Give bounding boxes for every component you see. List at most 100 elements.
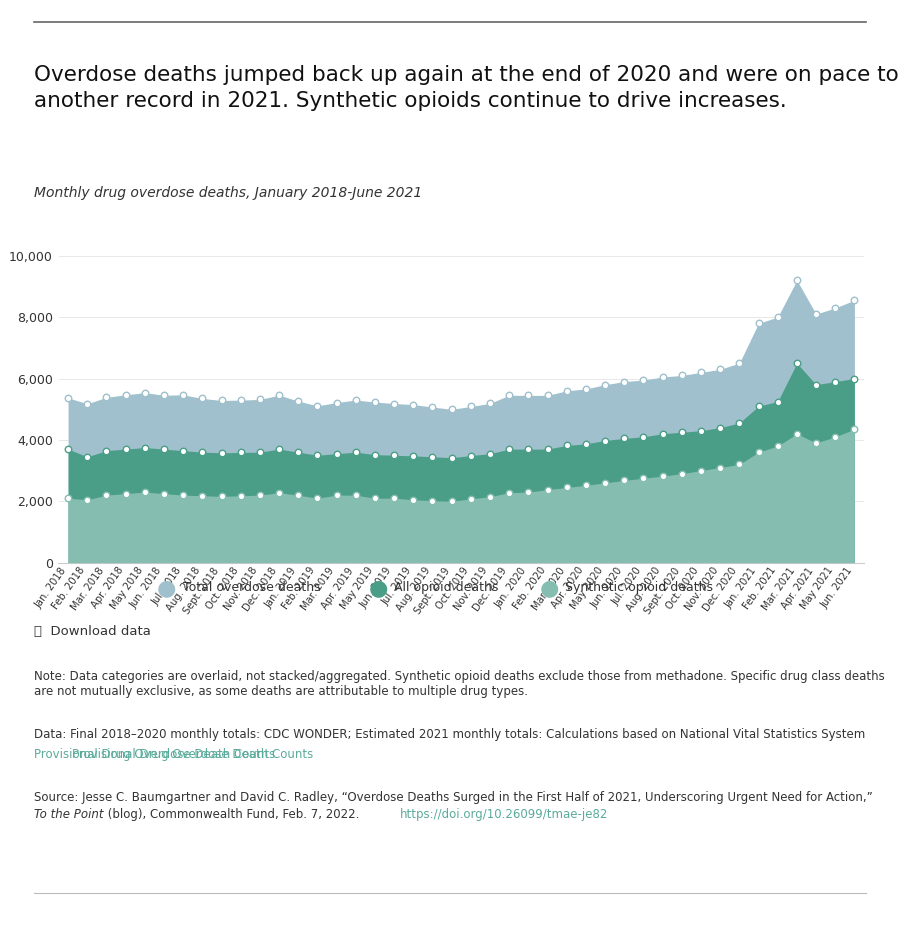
Point — [502, 442, 517, 457]
Point — [789, 272, 804, 287]
Point — [828, 430, 842, 445]
Point — [482, 446, 497, 461]
Point — [789, 355, 804, 370]
Point — [809, 435, 824, 450]
Point — [521, 442, 535, 457]
Point — [272, 485, 286, 500]
Point — [752, 445, 766, 459]
Point — [368, 447, 382, 462]
Point — [291, 445, 305, 459]
Point — [329, 487, 344, 502]
Point — [770, 439, 785, 454]
Point — [809, 307, 824, 322]
Point — [847, 421, 861, 436]
Point — [348, 487, 363, 502]
Point — [521, 388, 535, 403]
Point — [368, 491, 382, 506]
Text: Synthetic opioid deaths: Synthetic opioid deaths — [565, 581, 713, 594]
Point — [406, 492, 420, 507]
Point — [272, 442, 286, 457]
Point — [214, 489, 229, 504]
Point — [445, 450, 459, 465]
Point — [157, 486, 171, 501]
Point — [560, 383, 574, 398]
Point — [579, 478, 593, 493]
Point — [176, 388, 191, 403]
Point — [406, 448, 420, 463]
Point — [195, 445, 210, 459]
Point — [253, 487, 267, 502]
Point — [348, 392, 363, 407]
Point — [233, 488, 248, 503]
Point — [560, 480, 574, 495]
Point — [694, 423, 708, 438]
Point — [61, 391, 76, 405]
Text: Provisional Drug Overdose Death Counts: Provisional Drug Overdose Death Counts — [72, 748, 313, 761]
Point — [617, 374, 632, 389]
Point — [560, 438, 574, 453]
Point — [579, 381, 593, 396]
Point — [157, 442, 171, 457]
Point — [387, 448, 401, 463]
Point — [636, 373, 651, 388]
Point — [176, 444, 191, 458]
Point — [80, 396, 94, 411]
Text: Overdose deaths jumped back up again at the end of 2020 and were on pace to set
: Overdose deaths jumped back up again at … — [34, 65, 900, 112]
Point — [464, 491, 478, 506]
Text: Provisional Drug Overdose Death Counts: Provisional Drug Overdose Death Counts — [34, 748, 275, 761]
Point — [138, 485, 152, 499]
Point — [272, 388, 286, 403]
Point — [176, 487, 191, 502]
Text: All opioid deaths: All opioid deaths — [394, 581, 499, 594]
Point — [752, 399, 766, 414]
Text: Total overdose deaths: Total overdose deaths — [183, 581, 320, 594]
Point — [426, 449, 440, 464]
Point — [694, 365, 708, 379]
Point — [445, 494, 459, 509]
Point — [310, 448, 325, 463]
Text: ●: ● — [368, 578, 388, 598]
Point — [233, 392, 248, 407]
Point — [675, 368, 689, 383]
Point — [540, 482, 554, 497]
Text: https://doi.org/10.26099/tmae-je82: https://doi.org/10.26099/tmae-je82 — [400, 808, 608, 821]
Point — [617, 473, 632, 488]
Point — [770, 310, 785, 325]
Point — [636, 430, 651, 445]
Point — [195, 391, 210, 405]
Point — [732, 355, 746, 370]
Point — [713, 362, 727, 377]
Text: ●: ● — [157, 578, 176, 598]
Point — [195, 488, 210, 503]
Point — [847, 371, 861, 386]
Point — [348, 445, 363, 459]
Point — [310, 491, 325, 506]
Point — [482, 396, 497, 411]
Point — [157, 388, 171, 403]
Point — [789, 426, 804, 441]
Point — [119, 388, 133, 403]
Point — [732, 416, 746, 431]
Point — [291, 393, 305, 408]
Text: ●: ● — [539, 578, 559, 598]
Point — [464, 448, 478, 463]
Point — [80, 492, 94, 507]
Point — [214, 393, 229, 408]
Point — [214, 445, 229, 460]
Point — [521, 485, 535, 499]
Point — [406, 397, 420, 412]
Text: Source: Jesse C. Baumgartner and David C. Radley, “Overdose Deaths Surged in the: Source: Jesse C. Baumgartner and David C… — [34, 790, 873, 804]
Point — [828, 300, 842, 315]
Point — [752, 316, 766, 331]
Point — [732, 457, 746, 472]
Point — [119, 442, 133, 457]
Point — [598, 475, 612, 490]
Text: Monthly drug overdose deaths, January 2018-June 2021: Monthly drug overdose deaths, January 20… — [34, 186, 422, 200]
Point — [828, 374, 842, 389]
Point — [99, 487, 113, 502]
Text: ⤓  Download data: ⤓ Download data — [34, 625, 151, 638]
Point — [636, 471, 651, 485]
Point — [675, 425, 689, 440]
Point — [598, 433, 612, 448]
Point — [99, 444, 113, 458]
